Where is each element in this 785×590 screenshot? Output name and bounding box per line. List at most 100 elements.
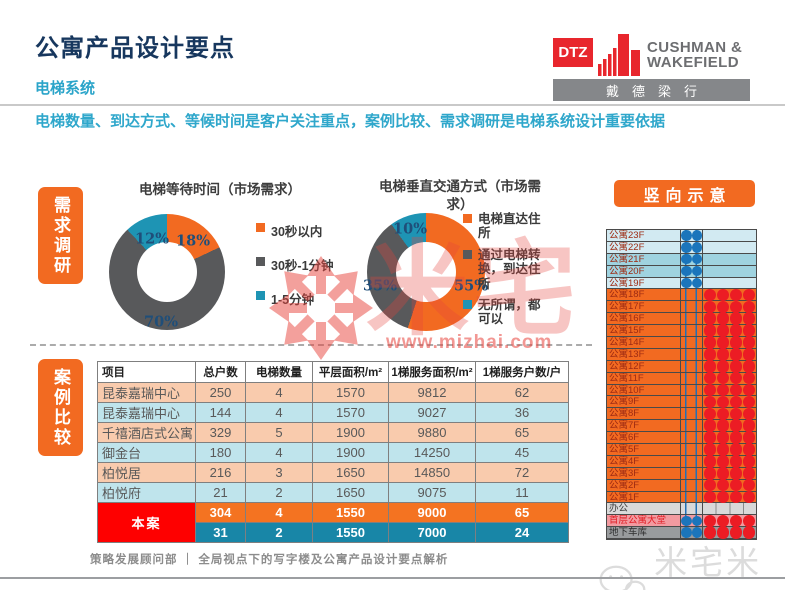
schematic-floor-row: 公寓8F [607, 407, 756, 421]
red-elevator-dot [729, 348, 743, 361]
shuttle-elevator-column [681, 420, 703, 432]
red-elevator-dot [703, 478, 717, 492]
shuttle-elevator-column [681, 289, 703, 301]
intro-text: 电梯数量、到达方式、等候时间是客户关注重点，案例比较、需求调研是电梯系统设计重要… [35, 113, 666, 130]
brand-line2: WAKEFIELD [647, 54, 739, 72]
shuttle-elevator-column [681, 455, 703, 467]
red-elevator-dot [742, 312, 756, 325]
this-project-elevators: 4 [246, 503, 313, 523]
red-elevator-dot [716, 336, 730, 349]
red-elevator-dot [716, 312, 730, 325]
floor-label: 办公 [607, 503, 681, 515]
local-elevator-column [703, 266, 756, 277]
units-cell: 180 [196, 443, 246, 463]
shuttle-elevator-column [681, 337, 703, 348]
shuttle-elevator-column [681, 372, 703, 384]
this-project-label: 本案 [98, 503, 196, 543]
this-project-units-per-lift: 65 [476, 503, 569, 523]
red-elevator-dot [703, 443, 717, 456]
red-elevator-dot [703, 419, 717, 432]
floor-label: 公寓23F [607, 230, 681, 241]
footer-divider [0, 577, 785, 579]
chart2-title: 电梯垂直交通方式（市场需求） [379, 179, 541, 213]
legend-item: 电梯直达住所 [463, 212, 546, 241]
floor-label: 公寓16F [607, 313, 681, 325]
this-project-floor-area-2: 1550 [313, 523, 389, 543]
local-elevator-column [703, 312, 756, 325]
local-elevator-column [703, 278, 756, 289]
red-elevator-dot [729, 371, 743, 385]
legend-label: 通过电梯转换，到达住所 [478, 247, 541, 291]
floor-label: 公寓14F [607, 337, 681, 348]
floor-label: 公寓6F [607, 432, 681, 444]
bottom-right-watermark: 米宅米宅 [597, 536, 785, 590]
red-elevator-dot [742, 336, 756, 349]
shuttle-elevator-column [681, 527, 703, 539]
red-elevator-dot [716, 300, 730, 314]
red-elevator-dot [742, 455, 756, 468]
schematic-floor-row: 公寓5F [607, 443, 756, 456]
shuttle-elevator-column [681, 241, 703, 253]
table-row: 柏悦府 21 2 1650 9075 11 [98, 483, 569, 503]
elevators-cell: 3 [246, 463, 313, 483]
table-row: 柏悦居 216 3 1650 14850 72 [98, 463, 569, 483]
legend-label: 1-5分钟 [271, 293, 315, 307]
red-elevator-dot [703, 383, 717, 397]
col-header-project: 项目 [98, 362, 196, 383]
project-name-cell: 柏悦府 [98, 483, 196, 503]
floor-area-cell: 1900 [313, 443, 389, 463]
section-divider [30, 344, 592, 346]
red-elevator-dot [742, 348, 756, 361]
red-elevator-dot [742, 514, 756, 528]
local-elevator-column [703, 443, 756, 456]
chart2-legend: 电梯直达住所 通过电梯转换，到达住所 无所谓，都可以 [463, 212, 546, 334]
this-project-area-per-lift: 9000 [389, 503, 476, 523]
project-name-cell: 昆泰嘉瑞中心 [98, 403, 196, 423]
red-elevator-dot [703, 348, 717, 361]
chart1-value-gray: 70 [144, 314, 178, 331]
table-row: 昆泰嘉瑞中心 250 4 1570 9812 62 [98, 383, 569, 403]
floor-label: 公寓3F [607, 467, 681, 479]
wechat-icon [599, 565, 646, 590]
schematic-floor-row: 办公 [607, 503, 756, 516]
red-elevator-dot [703, 312, 717, 325]
red-elevator-dot [729, 395, 743, 409]
chart1-legend: 30秒以内 30秒-1分钟 1-5分钟 [256, 221, 334, 323]
units-cell: 144 [196, 403, 246, 423]
red-elevator-dot [703, 467, 717, 480]
chart2-value-teal: 10 [393, 221, 427, 238]
schematic-floor-row: 公寓6F [607, 431, 756, 445]
units-per-lift-cell: 36 [476, 403, 569, 423]
local-elevator-column [703, 514, 756, 528]
blue-elevator-dot [681, 277, 692, 289]
floor-label: 首层公寓大堂 [607, 515, 681, 527]
red-elevator-dot [716, 526, 730, 539]
shuttle-elevator-column [681, 491, 703, 503]
local-elevator-column [703, 371, 756, 385]
area-per-lift-cell: 9027 [389, 403, 476, 423]
floor-area-cell: 1650 [313, 483, 389, 503]
page-title: 公寓产品设计要点 [35, 35, 235, 62]
legend-item: 无所谓，都可以 [463, 298, 546, 327]
schematic-floor-row: 公寓18F [607, 288, 756, 302]
schematic-floor-row: 公寓19F [607, 277, 756, 290]
local-elevator-column [703, 348, 756, 361]
project-name-cell: 昆泰嘉瑞中心 [98, 383, 196, 403]
local-elevator-column [703, 230, 756, 241]
floor-label: 公寓20F [607, 265, 681, 277]
shuttle-elevator-column [681, 348, 703, 360]
local-elevator-column [703, 419, 756, 432]
floor-label: 公寓11F [607, 372, 681, 384]
floor-area-cell: 1900 [313, 423, 389, 443]
floor-label: 公寓2F [607, 479, 681, 491]
demand-research-badge: 需求调研 [38, 187, 83, 284]
brand-line1: CUSHMAN & [647, 38, 743, 56]
table-row: 千禧酒店式公寓 329 5 1900 9880 65 [98, 423, 569, 443]
schematic-floor-row: 公寓12F [607, 360, 756, 373]
blue-elevator-dot [691, 242, 702, 253]
company-logo: DTZ CUSHMAN & WAKEFIELD 戴德梁行 [553, 28, 750, 101]
red-elevator-dot [729, 407, 743, 421]
red-elevator-dot [716, 360, 730, 373]
red-elevator-dot [729, 383, 743, 397]
